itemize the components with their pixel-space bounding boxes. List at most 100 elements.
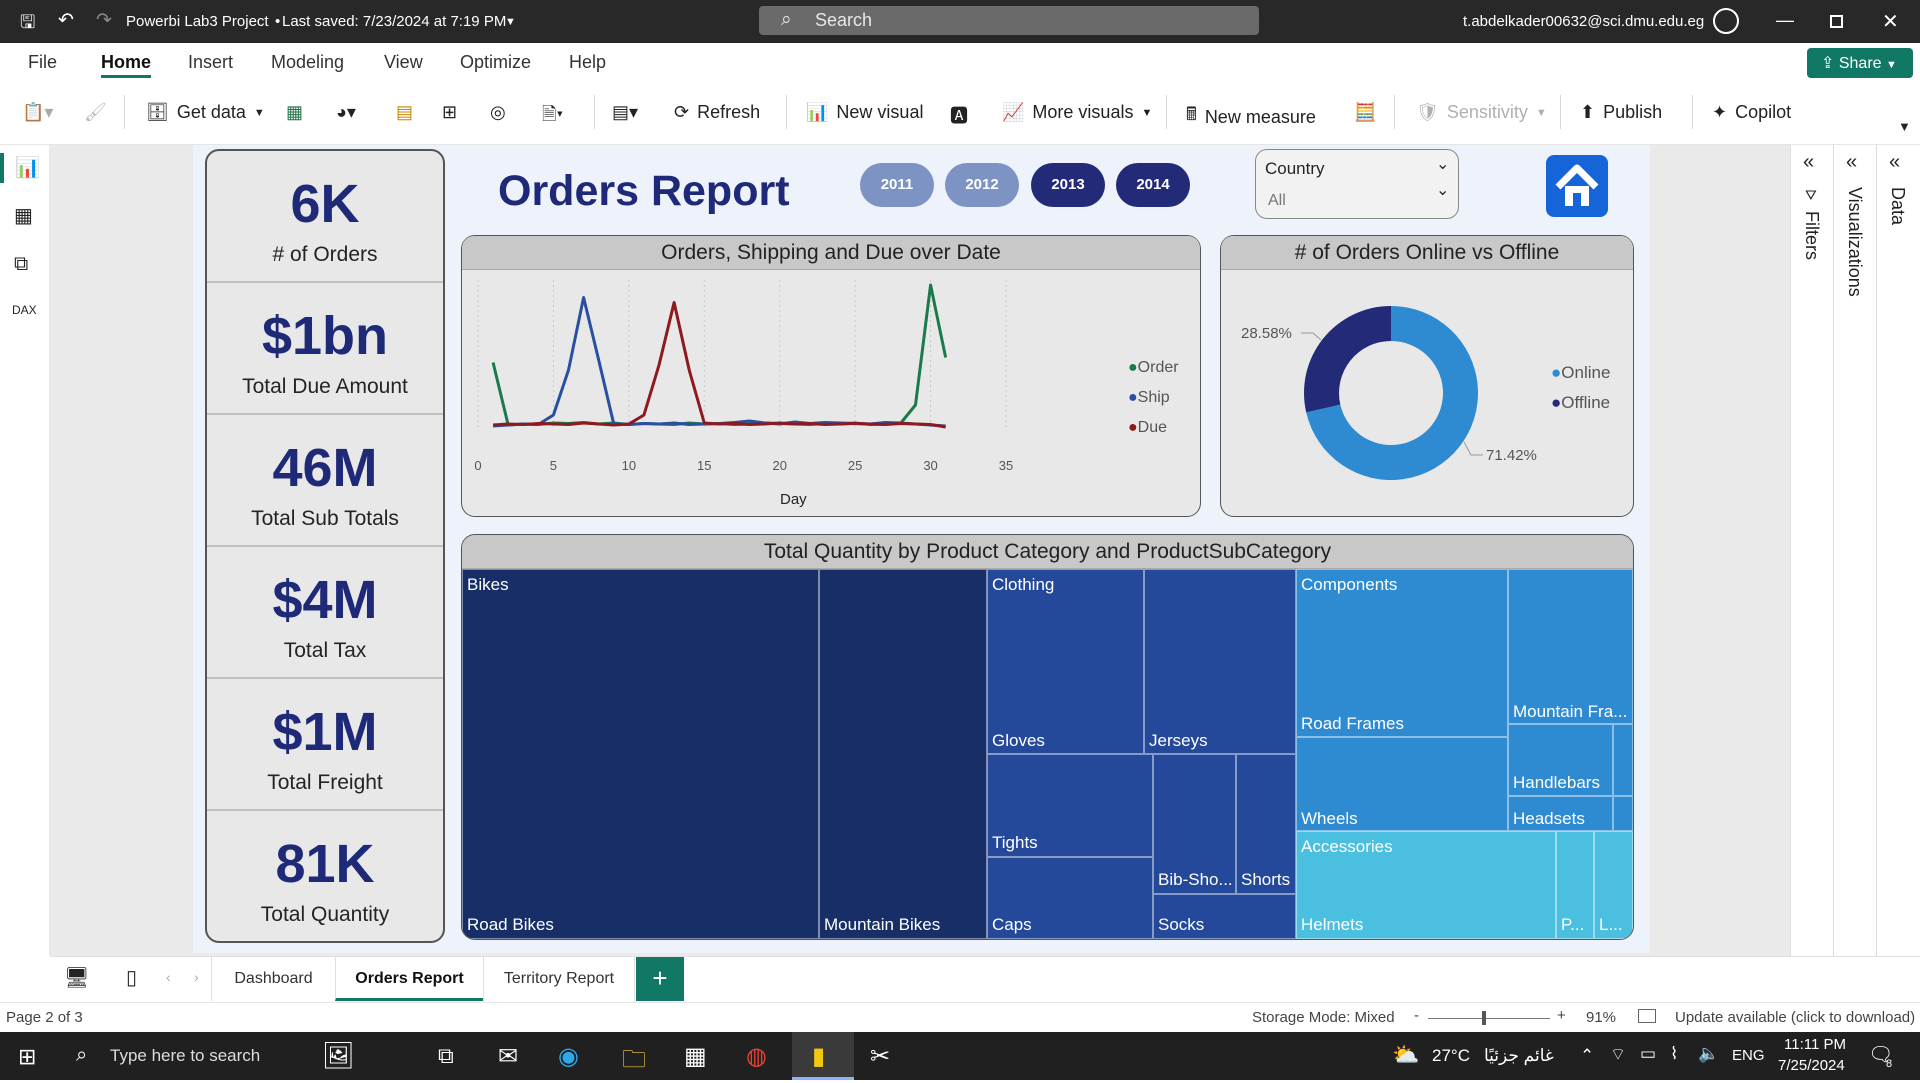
kpi-total-due[interactable]: $1bn Total Due Amount	[207, 283, 443, 415]
treemap-tile-tights[interactable]	[987, 754, 1153, 857]
treemap-tile-caps[interactable]	[987, 857, 1153, 939]
treemap-tile-p[interactable]	[1556, 831, 1594, 939]
more-visuals-button[interactable]: 📈 More visuals ▼	[1002, 102, 1153, 122]
edge-icon[interactable]: ◉	[558, 1043, 579, 1070]
menu-help[interactable]: Help	[569, 52, 607, 72]
zoom-slider[interactable]	[1428, 1018, 1550, 1019]
wifi-icon[interactable]: ⌇	[1670, 1044, 1679, 1063]
tab-dashboard[interactable]: Dashboard	[211, 957, 335, 1001]
dataflows-icon[interactable]: ◎	[490, 102, 506, 122]
filters-pane[interactable]: « ⛛ Filters	[1791, 145, 1834, 956]
home-button[interactable]	[1546, 155, 1608, 217]
menu-modeling[interactable]: Modeling	[271, 52, 345, 72]
legend-item-ship[interactable]: ●Ship	[1128, 389, 1170, 406]
text-box-icon[interactable]: 🅰	[950, 106, 968, 126]
sql-icon[interactable]: ▤	[396, 102, 414, 122]
store-icon[interactable]: ▦	[684, 1043, 707, 1070]
update-notice[interactable]: Update available (click to download)	[1675, 1009, 1916, 1026]
legend-item-online[interactable]: ●Online	[1551, 363, 1611, 382]
year-button-2013[interactable]: 2013	[1031, 163, 1105, 207]
donut-chart-visual[interactable]: # of Orders Online vs Offline 71.42% 28.5…	[1220, 235, 1634, 517]
minimize-icon[interactable]: —	[1776, 10, 1794, 30]
enter-data-icon[interactable]: ⊞	[442, 102, 458, 122]
data-pane[interactable]: « Data	[1877, 145, 1920, 956]
battery-icon[interactable]: ▭	[1640, 1044, 1657, 1063]
treemap-tile-bib-shorts[interactable]	[1153, 754, 1236, 894]
tab-orders-report[interactable]: Orders Report	[335, 957, 483, 1001]
weather-temp[interactable]: 27°C	[1432, 1046, 1470, 1065]
chevron-down-icon[interactable]: ⌄	[1436, 182, 1450, 199]
treemap-tile-gloves[interactable]	[987, 569, 1144, 754]
save-icon[interactable]: 🖫	[20, 12, 36, 32]
model-view-icon[interactable]: ⧉	[14, 253, 29, 275]
treemap-tile-road-frames[interactable]	[1296, 569, 1508, 737]
treemap-tile-jerseys[interactable]	[1144, 569, 1296, 754]
desktop-layout-icon[interactable]: 🖥	[64, 967, 90, 989]
get-data-button[interactable]: 🗄 Get data ▼	[146, 102, 265, 122]
tab-territory-report[interactable]: Territory Report	[483, 957, 635, 1001]
treemap-tile-l[interactable]	[1594, 831, 1633, 939]
legend-item-order[interactable]: ●Order	[1128, 359, 1179, 376]
treemap-tile-mountain-bikes[interactable]	[819, 569, 987, 939]
legend-item-offline[interactable]: ●Offline	[1551, 393, 1611, 412]
menu-insert[interactable]: Insert	[188, 52, 234, 72]
kpi-sub-totals[interactable]: 46M Total Sub Totals	[207, 415, 443, 547]
line-chart-visual[interactable]: Orders, Shipping and Due over Date 0 5 10 1…	[461, 235, 1201, 517]
publish-button[interactable]: ⬆ Publish	[1580, 102, 1663, 122]
windows-start-icon[interactable]: ⊞	[18, 1044, 37, 1069]
format-painter-icon[interactable]: 🖌	[84, 102, 107, 122]
collapse-data-icon[interactable]: «	[1889, 151, 1901, 173]
add-page-button[interactable]: +	[636, 957, 684, 1001]
file-explorer-icon[interactable]: 🗀	[622, 1046, 646, 1073]
share-button[interactable]: ⇪ Share ▼	[1807, 48, 1913, 78]
snipping-tool-icon[interactable]: ✂	[870, 1043, 891, 1070]
zoom-out-icon[interactable]: -	[1414, 1007, 1419, 1024]
kpi-quantity[interactable]: 81K Total Quantity	[260, 834, 390, 926]
table-view-icon[interactable]: ▦	[14, 205, 33, 227]
sensitivity-button[interactable]: 🛡 Sensitivity ▼	[1416, 102, 1547, 122]
treemap-tile-component-small-2[interactable]	[1613, 796, 1633, 831]
zoom-slider-thumb[interactable]	[1482, 1011, 1486, 1025]
refresh-button[interactable]: ⟳ Refresh	[674, 102, 761, 122]
treemap-tile-socks[interactable]	[1153, 894, 1296, 939]
menu-view[interactable]: View	[384, 52, 423, 72]
prev-page-icon[interactable]: ‹	[166, 969, 171, 985]
redo-icon[interactable]: ↷	[96, 10, 112, 31]
year-button-2014[interactable]: 2014	[1116, 163, 1190, 207]
new-visual-button[interactable]: 📊 New visual	[806, 102, 924, 122]
transform-data-icon[interactable]: ▤▾	[612, 102, 639, 122]
chrome-icon[interactable]: ◍	[746, 1043, 767, 1070]
kpi-tax[interactable]: $4M Total Tax	[207, 547, 443, 679]
weather-desc[interactable]: غائم جزئيًا	[1484, 1046, 1554, 1065]
task-view-icon[interactable]: ⧉	[438, 1043, 454, 1068]
collapse-filters-icon[interactable]: «	[1803, 151, 1815, 173]
weather-icon[interactable]: ⛅	[1392, 1042, 1420, 1067]
treemap-tile-headsets[interactable]	[1508, 796, 1613, 831]
dax-query-icon[interactable]: DAX	[12, 303, 37, 317]
treemap-tile-mountain-frames[interactable]	[1508, 569, 1633, 724]
chevron-up-icon[interactable]: ⌃	[1580, 1046, 1595, 1065]
zoom-in-icon[interactable]: +	[1557, 1007, 1566, 1024]
last-saved[interactable]: Last saved: 7/23/2024 at 7:19 PM	[282, 13, 507, 30]
mail-icon[interactable]: ✉	[498, 1043, 519, 1070]
clock-time[interactable]: 11:11 PM	[1784, 1036, 1846, 1053]
search-highlight-icon[interactable]: 🖼	[322, 1040, 356, 1070]
chevron-down-icon[interactable]: ▼	[1898, 119, 1911, 134]
treemap-tile-road-bikes[interactable]	[462, 569, 819, 939]
notifications-icon[interactable]: 🗨	[1868, 1044, 1894, 1066]
mobile-layout-icon[interactable]: ▯	[126, 967, 138, 989]
treemap-tile-shorts[interactable]	[1236, 754, 1296, 894]
kpi-orders[interactable]: 6K # of Orders	[207, 151, 443, 283]
treemap-tile-wheels[interactable]	[1296, 737, 1508, 831]
close-icon[interactable]: ✕	[1882, 11, 1899, 33]
excel-icon[interactable]: ▦	[286, 102, 304, 122]
chevron-down-icon[interactable]: ⌄	[1436, 156, 1450, 173]
treemap-tile-component-small[interactable]	[1613, 724, 1633, 796]
chevron-down-icon[interactable]: ▼	[505, 16, 516, 28]
taskbar-search[interactable]: Type here to search	[110, 1046, 261, 1065]
avatar[interactable]	[1713, 8, 1739, 34]
powerbi-taskbar-button[interactable]: ▮	[792, 1032, 854, 1080]
legend-item-due[interactable]: ●Due	[1128, 419, 1168, 436]
network-icon[interactable]: ⌔	[1610, 1045, 1626, 1064]
volume-icon[interactable]: 🔈	[1698, 1044, 1720, 1063]
